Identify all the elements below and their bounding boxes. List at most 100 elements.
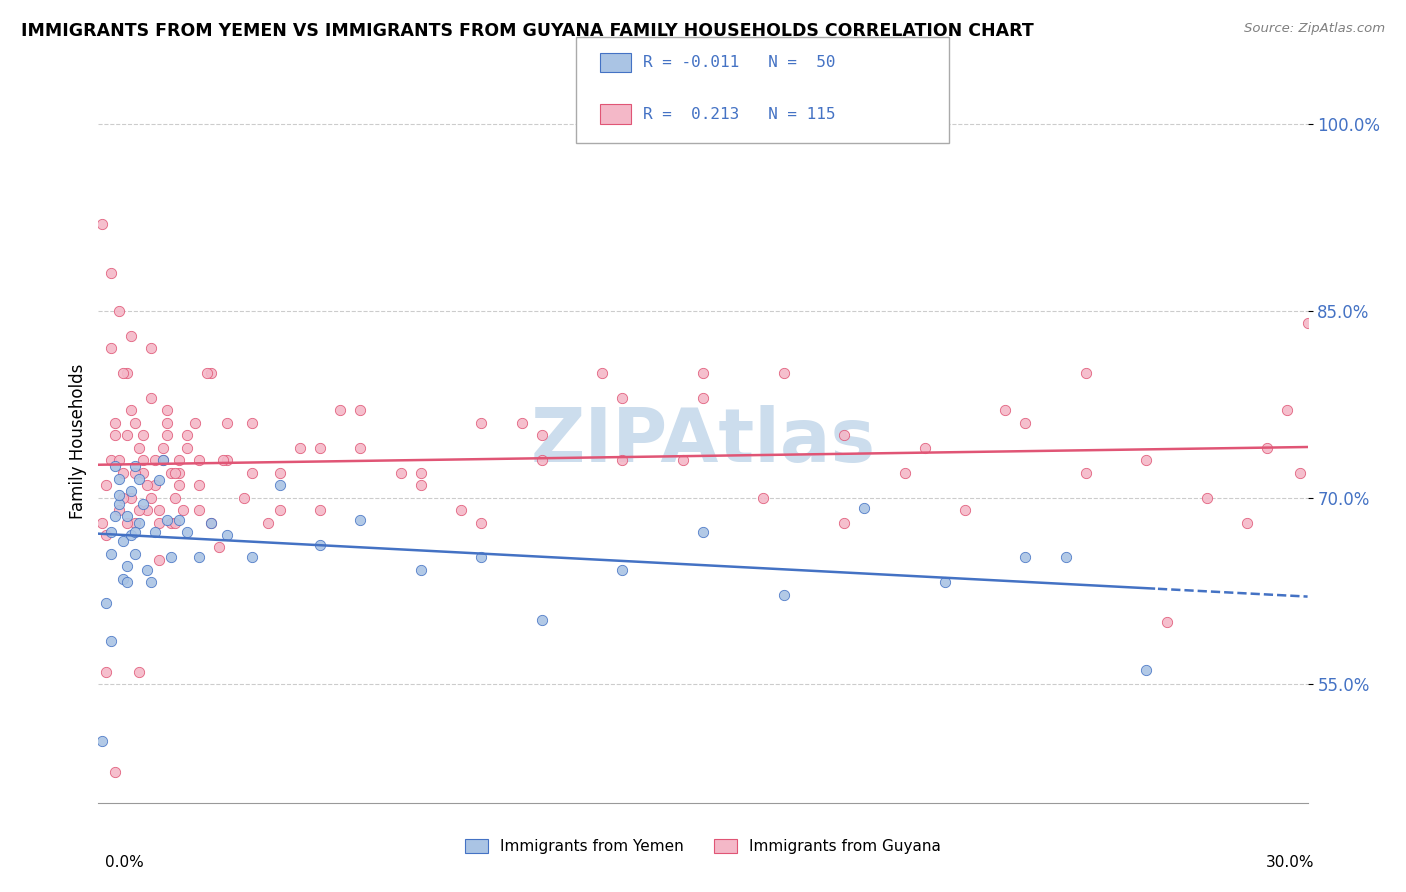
Point [91,217,114,231]
Point [195,366,218,380]
Point [103,428,125,442]
Point [128,472,150,486]
Point [160,550,183,565]
Text: Source: ZipAtlas.com: Source: ZipAtlas.com [1244,22,1385,36]
Point [163,491,186,505]
Point [163,516,186,530]
Point [167,478,190,492]
Point [115,509,138,524]
Point [1074,466,1097,480]
Point [124,459,146,474]
Point [100,266,122,280]
Point [111,466,134,480]
Point [994,403,1017,417]
Point [107,453,129,467]
Point [200,516,222,530]
Point [1288,466,1310,480]
Point [772,588,794,602]
Point [212,453,235,467]
Point [692,525,714,540]
Point [1236,516,1258,530]
Point [156,428,179,442]
Point [96,597,118,611]
Point [188,503,211,517]
Point [100,341,122,355]
Point [111,572,134,586]
Point [103,509,125,524]
Point [470,416,492,430]
Point [772,366,794,380]
Point [135,478,157,492]
Point [329,403,352,417]
Point [470,516,492,530]
Text: ZIPAtlas: ZIPAtlas [530,405,876,478]
Point [160,466,183,480]
Y-axis label: Family Households: Family Households [69,364,87,519]
Point [103,764,125,779]
Point [672,453,695,467]
Point [309,503,332,517]
Point [128,516,150,530]
Point [389,466,412,480]
Point [124,525,146,540]
Point [217,416,239,430]
Point [510,416,533,430]
Point [132,497,155,511]
Point [953,503,976,517]
Point [91,733,114,747]
Point [934,575,956,590]
Point [96,478,118,492]
Point [128,441,150,455]
Point [530,453,553,467]
Point [132,428,155,442]
Point [752,491,775,505]
Point [148,503,170,517]
Point [115,575,138,590]
Point [200,516,222,530]
Point [832,428,855,442]
Text: 0.0%: 0.0% [105,855,145,870]
Point [200,366,222,380]
Point [349,441,371,455]
Point [124,516,146,530]
Point [269,503,291,517]
Point [172,503,194,517]
Point [1014,416,1036,430]
Point [530,428,553,442]
Point [409,478,432,492]
Point [692,391,714,405]
Point [152,453,174,467]
Point [188,453,211,467]
Point [217,453,239,467]
Point [1074,366,1097,380]
Point [148,473,170,487]
Point [107,497,129,511]
Point [176,428,198,442]
Point [349,513,371,527]
Point [152,441,174,455]
Point [148,553,170,567]
Point [188,550,211,565]
Point [100,547,122,561]
Point [132,453,155,467]
Point [111,491,134,505]
Point [409,563,432,577]
Point [349,403,371,417]
Point [128,665,150,679]
Point [135,563,157,577]
Text: R = -0.011   N =  50: R = -0.011 N = 50 [643,55,835,70]
Point [914,441,936,455]
Point [124,416,146,430]
Point [156,513,179,527]
Point [309,538,332,552]
Point [208,541,231,555]
Point [103,459,125,474]
Point [1256,441,1278,455]
Text: IMMIGRANTS FROM YEMEN VS IMMIGRANTS FROM GUYANA FAMILY HOUSEHOLDS CORRELATION CH: IMMIGRANTS FROM YEMEN VS IMMIGRANTS FROM… [21,22,1033,40]
Point [96,528,118,542]
Point [100,633,122,648]
Point [167,513,190,527]
Point [176,441,198,455]
Point [124,466,146,480]
Point [612,453,634,467]
